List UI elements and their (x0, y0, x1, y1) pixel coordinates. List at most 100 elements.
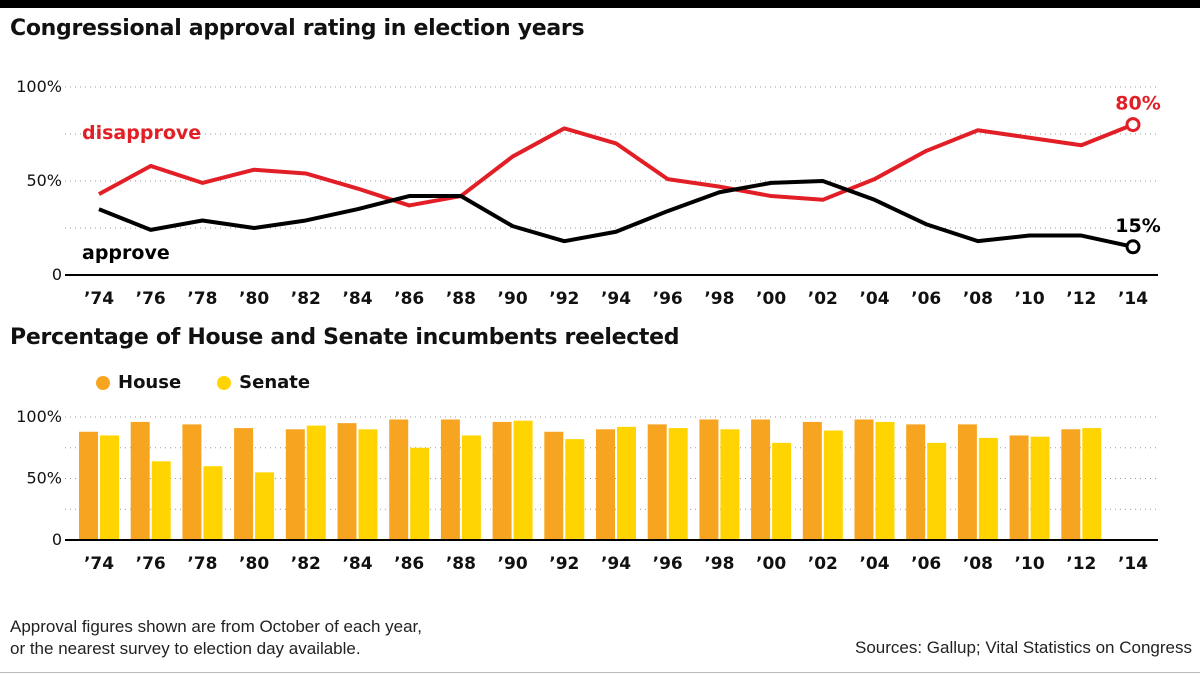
y-tick-label: 50% (26, 171, 62, 190)
bar-senate (358, 429, 378, 540)
legend-swatch-senate (217, 375, 232, 390)
approval-line-chart: 0 50% 100% ’74 ’76 ’78 ’80 ’82 ’84 ’86 ’88 ’90 ’92 ’9… (16, 77, 1160, 309)
x-tick-label: ’98 (704, 289, 734, 309)
x-tick-label: ’98 (704, 554, 734, 574)
legend-item-senate: Senate (217, 372, 310, 393)
bar-senate (513, 420, 533, 540)
legend-swatch-house (96, 375, 110, 390)
x-tick-label: ’10 (1015, 554, 1045, 574)
end-point-approve (1125, 239, 1141, 255)
top-rule (0, 0, 1200, 8)
y-tick-label: 100% (16, 77, 62, 96)
x-tick-label: ’74 (84, 554, 114, 574)
bar-house (647, 424, 667, 540)
end-point-disapprove (1125, 117, 1141, 133)
x-tick-label: ’08 (963, 289, 993, 309)
x-tick-label: ’76 (136, 554, 166, 574)
footnote: Approval figures shown are from October … (10, 616, 422, 660)
x-tick-label: ’82 (291, 554, 321, 574)
x-tick-label: ’00 (756, 289, 786, 309)
bar-senate (927, 442, 947, 540)
reelection-legend: House Senate (96, 372, 310, 393)
x-tick-label: ’86 (394, 289, 424, 309)
bar-senate (668, 428, 688, 540)
bar-house (440, 419, 460, 540)
bar-house (596, 429, 615, 540)
x-tick-label: ’84 (342, 289, 372, 309)
x-tick-label: ’78 (187, 554, 217, 574)
x-tick-label: ’96 (653, 554, 683, 574)
x-tick-label: ’92 (549, 289, 579, 309)
bottom-rule (0, 672, 1200, 673)
bar-house (906, 424, 926, 540)
reelection-bar-chart: 0 50% 100% ’74 ’76 ’78 ’80 ’82 ’84 ’86 ’88 ’90 ’92 ’9… (16, 407, 1158, 574)
bar-house (802, 421, 822, 540)
bar-house (337, 423, 357, 540)
bar-senate (461, 435, 481, 540)
x-tick-label: ’94 (601, 554, 631, 574)
y-tick-label: 0 (52, 530, 62, 549)
y-tick-label: 100% (16, 407, 62, 426)
x-tick-label: ’92 (549, 554, 579, 574)
x-tick-label: ’12 (1066, 554, 1096, 574)
footnote-line-1: Approval figures shown are from October … (10, 617, 422, 636)
bar-house (699, 419, 719, 540)
x-tick-label: ’08 (963, 554, 993, 574)
end-label-disapprove: 80% (1115, 93, 1160, 115)
bar-house (957, 424, 977, 540)
bar-house (130, 421, 150, 540)
source-credit: Sources: Gallup; Vital Statistics on Con… (854, 638, 1192, 657)
x-tick-label: ’06 (911, 289, 941, 309)
bar-senate (1082, 428, 1102, 540)
x-tick-label: ’84 (342, 554, 372, 574)
bar-house (751, 419, 771, 540)
x-tick-label: ’10 (1015, 289, 1045, 309)
y-tick-label: 50% (26, 469, 62, 488)
x-tick-label: ’90 (498, 289, 528, 309)
bar-senate (772, 442, 792, 540)
bar-house (234, 428, 254, 540)
bar-senate (617, 426, 636, 540)
x-tick-label: ’74 (84, 289, 114, 309)
bar-house (1061, 429, 1081, 540)
bar-senate (978, 437, 998, 540)
series-label-disapprove: disapprove (82, 122, 201, 144)
bar-senate (565, 439, 585, 540)
x-tick-label: ’80 (239, 554, 269, 574)
bar-house (544, 431, 564, 540)
series-line-disapprove (98, 122, 1134, 208)
series-label-approve: approve (82, 242, 170, 264)
bar-senate (151, 461, 171, 540)
bar-house (389, 419, 409, 540)
bar-house (285, 429, 305, 540)
x-tick-label: ’76 (136, 289, 166, 309)
legend-label-senate: Senate (239, 372, 311, 393)
x-tick-label: ’12 (1066, 289, 1096, 309)
x-tick-label: ’00 (756, 554, 786, 574)
footnote-line-2: or the nearest survey to election day av… (10, 639, 361, 658)
x-tick-label: ’96 (653, 289, 683, 309)
x-tick-label: ’88 (446, 289, 476, 309)
bar-senate (203, 466, 223, 540)
x-tick-label: ’02 (808, 554, 838, 574)
bar-house (1009, 435, 1029, 540)
x-tick-label: ’88 (446, 554, 476, 574)
x-tick-label: ’14 (1118, 554, 1148, 574)
x-tick-label: ’78 (187, 289, 217, 309)
legend-item-house: House (96, 372, 181, 393)
x-tick-label: ’94 (601, 289, 631, 309)
bar-senate (720, 429, 740, 540)
chart-title-reelection: Percentage of House and Senate incumbent… (10, 325, 680, 350)
x-tick-label: ’04 (859, 289, 889, 309)
x-tick-label: ’82 (291, 289, 321, 309)
chart-title-approval: Congressional approval rating in electio… (10, 16, 585, 41)
x-tick-label: ’86 (394, 554, 424, 574)
bar-house (79, 431, 98, 540)
x-tick-label: ’06 (911, 554, 941, 574)
x-tick-label: ’02 (808, 289, 838, 309)
bar-house (854, 419, 874, 540)
x-tick-label: ’04 (859, 554, 889, 574)
bar-senate (306, 425, 326, 540)
series-line-approve (98, 179, 1134, 249)
end-label-approve: 15% (1115, 215, 1160, 237)
